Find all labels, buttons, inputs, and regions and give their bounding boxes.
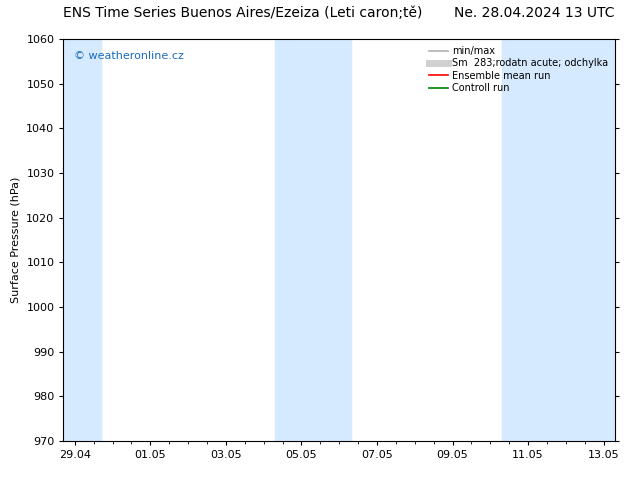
Legend: min/max, Sm  283;rodatn acute; odchylka, Ensemble mean run, Controll run: min/max, Sm 283;rodatn acute; odchylka, … bbox=[427, 44, 610, 95]
Bar bbox=[275, 39, 351, 441]
Y-axis label: Surface Pressure (hPa): Surface Pressure (hPa) bbox=[11, 177, 21, 303]
Text: Ne. 28.04.2024 13 UTC: Ne. 28.04.2024 13 UTC bbox=[455, 5, 615, 20]
Bar bbox=[63, 39, 101, 441]
Text: © weatheronline.cz: © weatheronline.cz bbox=[74, 51, 184, 61]
Bar bbox=[501, 39, 615, 441]
Text: ENS Time Series Buenos Aires/Ezeiza (Leti caron;tě): ENS Time Series Buenos Aires/Ezeiza (Let… bbox=[63, 5, 423, 20]
